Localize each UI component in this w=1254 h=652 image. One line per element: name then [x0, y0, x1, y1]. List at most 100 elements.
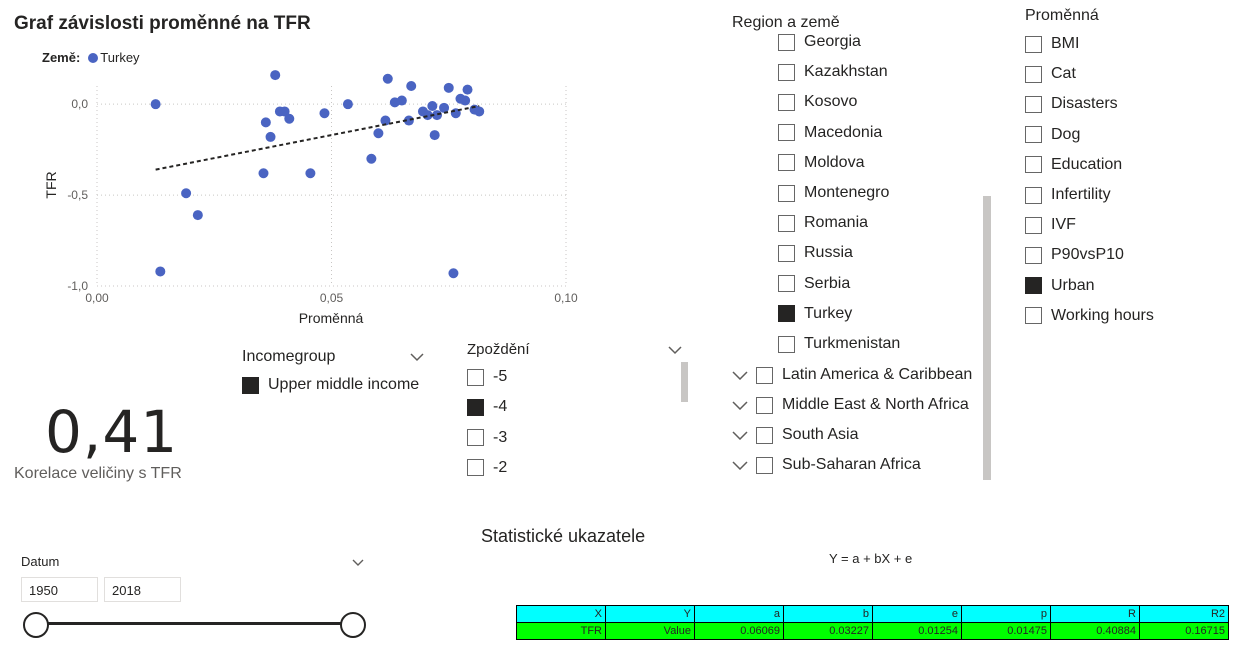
- incomegroup-item[interactable]: Upper middle income: [242, 376, 419, 394]
- date-to-input[interactable]: 2018: [104, 577, 181, 602]
- country-item[interactable]: Kosovo: [778, 93, 857, 111]
- checkbox[interactable]: [778, 93, 795, 111]
- checkbox[interactable]: [778, 214, 795, 232]
- checkbox[interactable]: [467, 398, 484, 416]
- country-item[interactable]: Montenegro: [778, 184, 889, 202]
- checkbox[interactable]: [467, 459, 484, 477]
- scatter-point[interactable]: [448, 268, 459, 279]
- checkbox[interactable]: [756, 426, 773, 444]
- checkbox[interactable]: [778, 154, 795, 172]
- checkbox[interactable]: [1025, 126, 1042, 144]
- region-scrollbar[interactable]: [983, 196, 991, 480]
- checkbox[interactable]: [756, 396, 773, 414]
- chevron-down-icon[interactable]: [668, 345, 682, 355]
- chevron-down-icon[interactable]: [732, 430, 748, 441]
- promenna-item[interactable]: BMI: [1025, 35, 1079, 53]
- checkbox[interactable]: [778, 33, 795, 51]
- zpozdeni-item[interactable]: -2: [467, 459, 507, 477]
- chevron-down-icon[interactable]: [410, 352, 424, 362]
- checkbox[interactable]: [1025, 95, 1042, 113]
- scatter-point[interactable]: [181, 188, 192, 199]
- checkbox[interactable]: [1025, 246, 1042, 264]
- scatter-point[interactable]: [366, 153, 377, 164]
- checkbox[interactable]: [1025, 277, 1042, 295]
- country-item[interactable]: Turkey: [778, 305, 852, 323]
- checkbox[interactable]: [778, 63, 795, 81]
- region-item[interactable]: Sub-Saharan Africa: [732, 456, 921, 474]
- zpozdeni-item[interactable]: -4: [467, 398, 507, 416]
- scatter-point[interactable]: [192, 210, 203, 221]
- zpozdeni-item[interactable]: -3: [467, 429, 507, 447]
- checkbox[interactable]: [778, 275, 795, 293]
- checkbox[interactable]: [756, 366, 773, 384]
- scatter-point[interactable]: [342, 99, 353, 110]
- region-item[interactable]: South Asia: [732, 426, 859, 444]
- checkbox[interactable]: [778, 184, 795, 202]
- country-item[interactable]: Moldova: [778, 154, 864, 172]
- scatter-point[interactable]: [380, 115, 391, 126]
- zpozdeni-item[interactable]: -5: [467, 368, 507, 386]
- promenna-item[interactable]: Education: [1025, 156, 1122, 174]
- country-item[interactable]: Macedonia: [778, 124, 882, 142]
- date-slider-track[interactable]: [35, 622, 353, 625]
- scatter-point[interactable]: [155, 266, 166, 277]
- region-item[interactable]: Latin America & Caribbean: [732, 366, 972, 384]
- scatter-point[interactable]: [382, 73, 393, 84]
- country-item[interactable]: Turkmenistan: [778, 335, 900, 353]
- scatter-point[interactable]: [150, 99, 161, 110]
- checkbox[interactable]: [467, 429, 484, 447]
- scatter-point[interactable]: [462, 84, 473, 95]
- scatter-point[interactable]: [460, 95, 471, 106]
- scatter-point[interactable]: [396, 95, 407, 106]
- scatter-point[interactable]: [305, 168, 316, 179]
- scatter-point[interactable]: [403, 115, 414, 126]
- country-item[interactable]: Romania: [778, 214, 868, 232]
- chevron-down-icon[interactable]: [732, 460, 748, 471]
- checkbox[interactable]: [778, 335, 795, 353]
- scatter-point[interactable]: [429, 130, 440, 141]
- checkbox[interactable]: [1025, 35, 1042, 53]
- chevron-down-icon[interactable]: [732, 370, 748, 380]
- country-item[interactable]: Kazakhstan: [778, 63, 888, 81]
- date-slider-start-handle[interactable]: [23, 612, 49, 638]
- checkbox[interactable]: [778, 244, 795, 262]
- region-item[interactable]: Middle East & North Africa: [732, 396, 969, 414]
- checkbox[interactable]: [778, 124, 795, 142]
- scatter-point[interactable]: [265, 131, 276, 142]
- scatter-point[interactable]: [258, 168, 269, 179]
- scatter-point[interactable]: [284, 113, 295, 124]
- scatter-point[interactable]: [279, 106, 290, 117]
- checkbox[interactable]: [1025, 216, 1042, 234]
- date-slider-end-handle[interactable]: [340, 612, 366, 638]
- legend-series-label[interactable]: Turkey: [100, 50, 140, 65]
- promenna-item[interactable]: Infertility: [1025, 186, 1111, 204]
- scatter-point[interactable]: [260, 117, 271, 128]
- promenna-item[interactable]: IVF: [1025, 216, 1076, 234]
- scatter-point[interactable]: [373, 128, 384, 139]
- chevron-down-icon[interactable]: [352, 558, 364, 567]
- promenna-item[interactable]: Cat: [1025, 65, 1076, 83]
- promenna-item[interactable]: Urban: [1025, 277, 1095, 295]
- checkbox[interactable]: [1025, 186, 1042, 204]
- checkbox[interactable]: [1025, 65, 1042, 83]
- promenna-item[interactable]: Dog: [1025, 126, 1080, 144]
- checkbox[interactable]: [778, 305, 795, 323]
- scatter-point[interactable]: [427, 101, 438, 111]
- date-from-input[interactable]: 1950: [21, 577, 98, 602]
- scatter-point[interactable]: [270, 70, 281, 81]
- checkbox[interactable]: [1025, 156, 1042, 174]
- country-item[interactable]: Russia: [778, 244, 853, 262]
- checkbox[interactable]: [756, 456, 773, 474]
- checkbox[interactable]: [467, 368, 484, 386]
- scatter-point[interactable]: [319, 108, 330, 119]
- zpozdeni-scrollbar[interactable]: [681, 362, 688, 402]
- promenna-item[interactable]: P90vsP10: [1025, 246, 1124, 264]
- checkbox[interactable]: [1025, 307, 1042, 325]
- country-item[interactable]: Georgia: [778, 33, 861, 51]
- promenna-item[interactable]: Disasters: [1025, 95, 1118, 113]
- checkbox[interactable]: [242, 376, 259, 394]
- country-item[interactable]: Serbia: [778, 275, 850, 293]
- scatter-point[interactable]: [406, 81, 417, 91]
- scatter-plot[interactable]: 0,00 0,05 0,10 0,0 -0,5 -1,0 Proměnná TFR: [0, 70, 600, 330]
- promenna-item[interactable]: Working hours: [1025, 307, 1154, 325]
